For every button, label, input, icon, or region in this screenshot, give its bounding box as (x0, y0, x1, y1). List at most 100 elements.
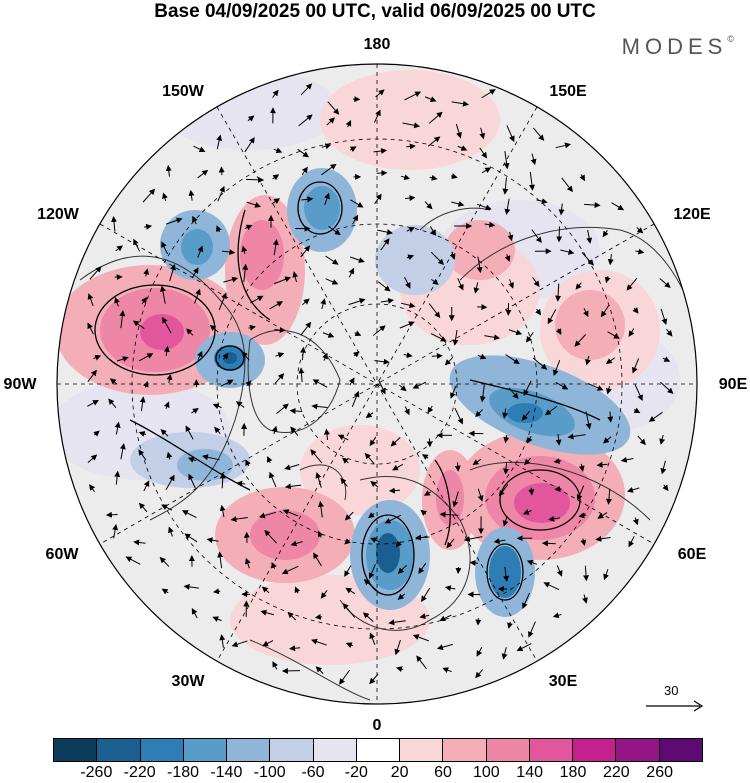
lon-label-90e: 90E (718, 376, 748, 393)
wind-vector (521, 411, 530, 421)
wind-vector (498, 484, 509, 497)
wind-vector (605, 488, 612, 505)
colorbar-swatch-5 (270, 739, 314, 761)
wind-vector (370, 480, 379, 488)
wind-vector (317, 500, 324, 518)
wind-vector (287, 611, 297, 621)
wind-vector (605, 357, 616, 364)
wind-vector (402, 122, 421, 129)
colorbar-swatch-13 (616, 739, 660, 761)
wind-vector (666, 328, 673, 337)
wind-vector (230, 516, 248, 523)
wind-vector (536, 198, 548, 205)
wind-vector (507, 621, 513, 629)
wind-vector (454, 462, 461, 472)
colorbar-swatch-6 (313, 739, 357, 761)
wind-vector (544, 405, 558, 416)
wind-vector (535, 308, 542, 316)
wind-vector (602, 436, 612, 444)
lon-label-90w: 90W (3, 376, 37, 393)
wind-vector (244, 557, 251, 569)
wind-vector (477, 353, 487, 360)
lon-label-150w: 150W (162, 83, 204, 100)
wind-vector (476, 203, 492, 211)
wind-vector (161, 241, 169, 255)
wind-vector (310, 449, 323, 464)
wind-vector (397, 593, 406, 600)
wind-vector (242, 263, 249, 282)
wind-vector (181, 510, 197, 519)
colorbar-swatch-4 (227, 739, 271, 761)
wind-vector (298, 367, 305, 383)
wind-vector (320, 298, 327, 310)
wind-vector (575, 282, 582, 290)
positive-anomaly-siberia (422, 220, 625, 560)
anomaly-field (57, 64, 697, 704)
wind-vector (597, 512, 608, 519)
wind-vector (312, 379, 328, 388)
wind-vector (300, 83, 313, 96)
wind-vector (503, 150, 510, 170)
wind-vector (370, 537, 380, 543)
wind-vector (337, 434, 349, 441)
lon-label-120e: 120E (673, 206, 711, 223)
wind-vector (166, 373, 173, 384)
colorbar-swatch-1 (97, 739, 141, 761)
wind-vector (339, 669, 351, 685)
wind-vector (214, 426, 221, 435)
wind-vector (528, 171, 535, 191)
wind-vector (627, 487, 640, 493)
colorbar-tick-label: -140 (210, 764, 243, 781)
wind-vector (377, 281, 391, 292)
wind-vector (507, 231, 514, 242)
wind-vector (547, 309, 557, 325)
wind-vector (524, 457, 532, 466)
wind-vector (451, 200, 465, 207)
wind-vector (444, 585, 456, 592)
reference-vector-arrow-icon (646, 700, 704, 712)
wind-vector (430, 333, 447, 342)
wind-vector (479, 384, 486, 403)
wind-vector (191, 267, 199, 278)
wind-vector (502, 408, 508, 419)
wind-vector (162, 192, 168, 201)
map-title: Base 04/09/2025 00 UTC, valid 06/09/2025… (154, 1, 596, 22)
wind-vector (374, 109, 381, 123)
wind-vector (345, 642, 354, 648)
wind-vector (89, 266, 102, 280)
wind-vector (484, 334, 501, 341)
wind-vector (141, 296, 147, 305)
wind-vector (424, 201, 433, 210)
wind-vector (388, 487, 401, 494)
wind-vector (262, 640, 274, 647)
wind-vector (327, 101, 340, 115)
wind-vector (258, 511, 276, 519)
colorbar-tick-label: -20 (344, 764, 368, 781)
wind-vector (628, 536, 635, 548)
wind-vector (290, 426, 299, 436)
wind-vector (374, 193, 382, 205)
wind-vector (133, 238, 141, 252)
wind-vector (420, 509, 427, 516)
wind-vector (532, 277, 540, 288)
wind-vector (648, 411, 663, 422)
colorbar-swatch-14 (659, 739, 702, 761)
colorbar-tick-label: 260 (646, 764, 674, 781)
wind-vector (501, 647, 508, 660)
wind-vector (222, 249, 236, 256)
wind-vector (114, 421, 121, 435)
wind-vector (578, 512, 587, 519)
wind-vector (628, 328, 635, 337)
wind-vector (326, 117, 336, 126)
wind-vector (110, 215, 117, 232)
wind-vector (431, 352, 443, 359)
wind-vector (457, 145, 468, 151)
wind-vector (344, 565, 352, 577)
wind-vector (161, 504, 173, 511)
wind-vector (165, 217, 183, 225)
wind-vector (388, 619, 406, 626)
wind-vector (635, 248, 645, 255)
wind-vector (301, 196, 314, 203)
wind-vector (455, 123, 462, 139)
wind-vector (201, 454, 220, 461)
